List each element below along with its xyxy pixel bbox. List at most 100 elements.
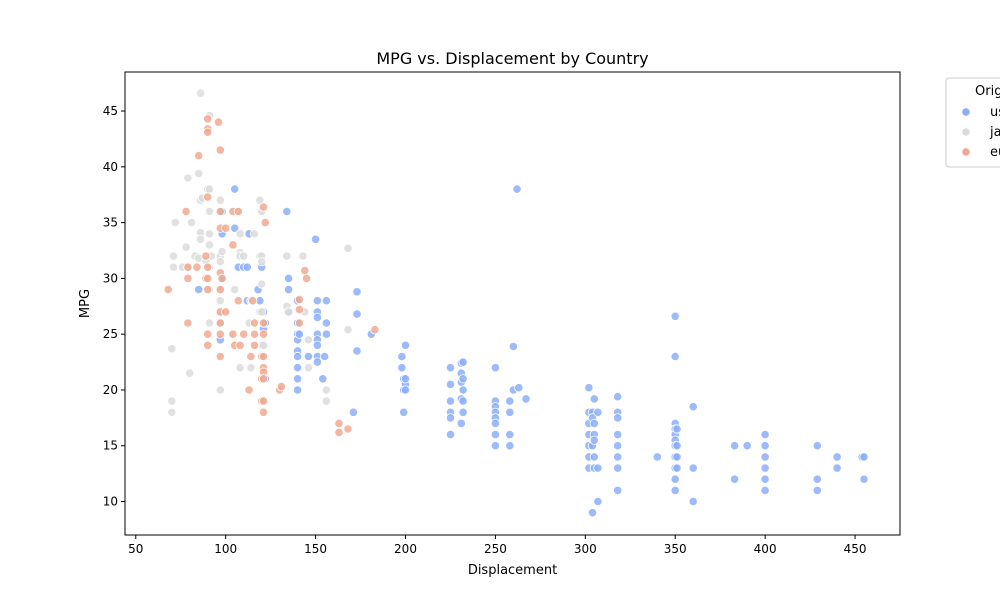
data-point (729, 474, 740, 484)
y-tick-label: 25 (103, 327, 118, 341)
y-tick-label: 35 (103, 216, 118, 230)
data-point (215, 284, 225, 295)
data-point (458, 396, 468, 406)
legend-marker (961, 147, 971, 157)
data-point (688, 496, 698, 507)
data-point (593, 407, 603, 417)
y-axis-label: MPG (78, 289, 93, 318)
data-point (521, 394, 531, 404)
data-point (258, 318, 269, 328)
data-point (163, 284, 173, 295)
data-point (235, 340, 245, 350)
data-point (352, 346, 362, 356)
data-point (742, 441, 752, 451)
data-point (303, 351, 313, 362)
data-point (215, 206, 225, 217)
data-point (613, 413, 623, 423)
data-point (672, 463, 682, 473)
data-point (215, 385, 225, 395)
data-point (303, 363, 313, 373)
data-point (490, 441, 500, 451)
data-point (204, 318, 215, 328)
data-point (181, 242, 191, 252)
y-axis: 10 15 20 25 30 35 40 45 (103, 104, 125, 509)
data-point (301, 273, 312, 283)
data-point (195, 234, 206, 244)
data-point (239, 329, 249, 339)
data-point (670, 485, 680, 495)
data-point (445, 429, 456, 440)
data-point (215, 145, 225, 155)
data-point (458, 357, 468, 367)
data-point (283, 307, 294, 317)
legend-title: Orig (975, 84, 1000, 99)
data-point (204, 229, 215, 239)
data-point (258, 202, 269, 212)
data-point (217, 273, 227, 283)
data-point (343, 243, 353, 253)
data-point (688, 463, 698, 473)
data-point (321, 296, 331, 306)
data-point (303, 335, 313, 345)
x-tick-label: 400 (754, 542, 777, 556)
data-point (670, 351, 680, 362)
data-point (445, 413, 456, 423)
x-tick-label: 450 (844, 542, 867, 556)
legend-entry-label: us (990, 105, 1000, 120)
data-point (593, 496, 603, 507)
data-point (672, 424, 682, 434)
data-point (282, 251, 292, 261)
data-point (812, 441, 822, 451)
data-point (321, 385, 331, 395)
data-point (215, 257, 225, 267)
data-point (458, 407, 468, 417)
data-point (310, 234, 321, 244)
data-point (832, 452, 842, 462)
data-point (215, 195, 225, 205)
data-point (282, 206, 292, 217)
legend-entries: us ja eu (961, 105, 1000, 160)
y-tick-label: 10 (103, 495, 118, 509)
data-point (397, 363, 407, 373)
data-point (294, 304, 304, 315)
legend-entry-label: eu (990, 145, 1000, 160)
data-point (458, 385, 468, 395)
data-point (729, 441, 740, 451)
data-point (458, 374, 468, 384)
data-point (221, 307, 231, 317)
data-point (348, 407, 358, 417)
data-point (203, 262, 213, 272)
data-point (194, 151, 204, 161)
x-tick-label: 50 (128, 542, 143, 556)
legend-marker (961, 127, 971, 137)
data-point (170, 218, 180, 228)
y-tick-label: 30 (103, 271, 118, 285)
data-point (589, 394, 599, 404)
data-point (300, 265, 310, 276)
data-point (505, 429, 515, 440)
data-point (249, 318, 260, 328)
data-point (217, 247, 227, 257)
data-point (258, 407, 269, 417)
data-point (233, 296, 243, 306)
data-point (321, 318, 331, 328)
legend-box (945, 77, 1000, 168)
data-point (334, 427, 344, 437)
data-point (213, 117, 224, 127)
data-point (670, 311, 680, 321)
y-tick-label: 40 (103, 160, 118, 174)
data-point (167, 396, 177, 406)
data-point (312, 312, 322, 322)
data-point (230, 184, 240, 194)
data-point (257, 307, 267, 317)
data-point (321, 396, 331, 406)
data-point (183, 273, 193, 283)
data-point (233, 206, 243, 217)
data-point (319, 351, 330, 362)
data-point (258, 351, 269, 362)
data-point (859, 474, 869, 484)
data-point (235, 229, 245, 239)
data-point (343, 325, 353, 335)
data-point (456, 418, 466, 428)
